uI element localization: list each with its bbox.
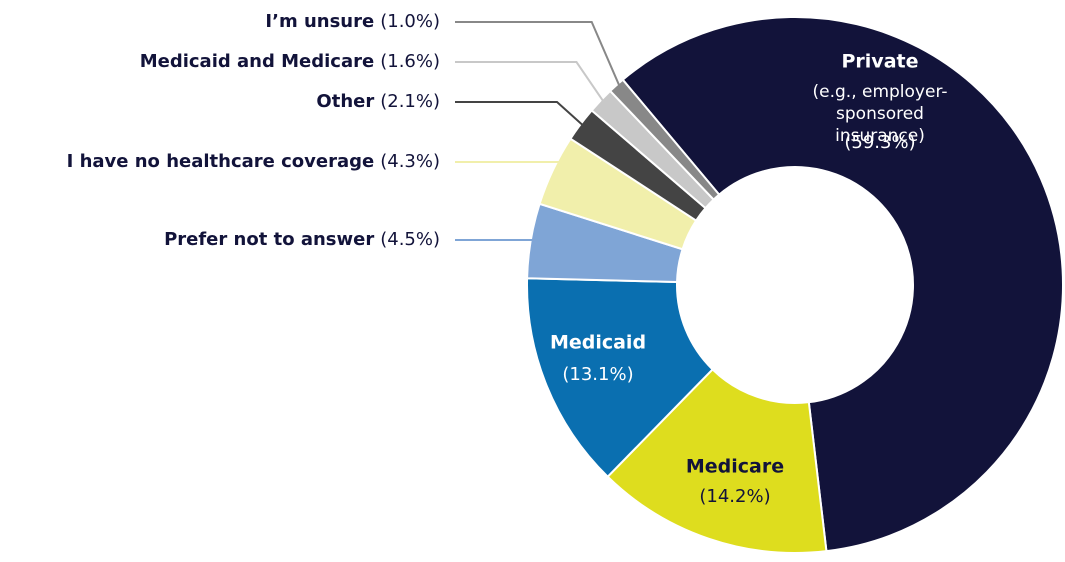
leader-line (455, 21, 623, 92)
slice-label: Other (2.1%) (316, 91, 440, 112)
donut-slice (606, 367, 828, 554)
slice-label: Medicare (686, 456, 784, 478)
category-name: I’m unsure (265, 11, 374, 32)
donut-slice (608, 78, 721, 201)
value-label: (13.1%) (562, 364, 633, 385)
category-name: Medicaid and Medicare (140, 51, 375, 72)
slice-label: Private (842, 51, 919, 73)
slice-label: Medicaid (550, 332, 646, 354)
value-label: (2.1%) (380, 91, 440, 112)
category-name: Other (316, 91, 374, 112)
leader-line (455, 61, 608, 107)
value-label: (4.3%) (380, 151, 440, 172)
donut-slice (621, 16, 1064, 553)
value-label: (1.6%) (380, 51, 440, 72)
leader-line (455, 161, 562, 174)
value-label: (1.0%) (380, 11, 440, 32)
category-name: Prefer not to answer (164, 229, 374, 250)
value-label: (14.2%) (699, 486, 770, 507)
leader-line (455, 101, 588, 130)
donut-slice (526, 277, 714, 479)
leader-line (455, 239, 540, 242)
value-label: (4.5%) (380, 229, 440, 250)
slice-label: I have no healthcare coverage (4.3%) (67, 151, 440, 172)
category-name: I have no healthcare coverage (67, 151, 375, 172)
slice-label: Medicaid and Medicare (1.6%) (140, 51, 440, 72)
annotation: (e.g., employer-sponsored insurance) (812, 82, 948, 146)
value-label: (59.3%) (844, 132, 915, 153)
slice-label: Prefer not to answer (4.5%) (164, 229, 440, 250)
slice-label: I’m unsure (1.0%) (265, 11, 440, 32)
